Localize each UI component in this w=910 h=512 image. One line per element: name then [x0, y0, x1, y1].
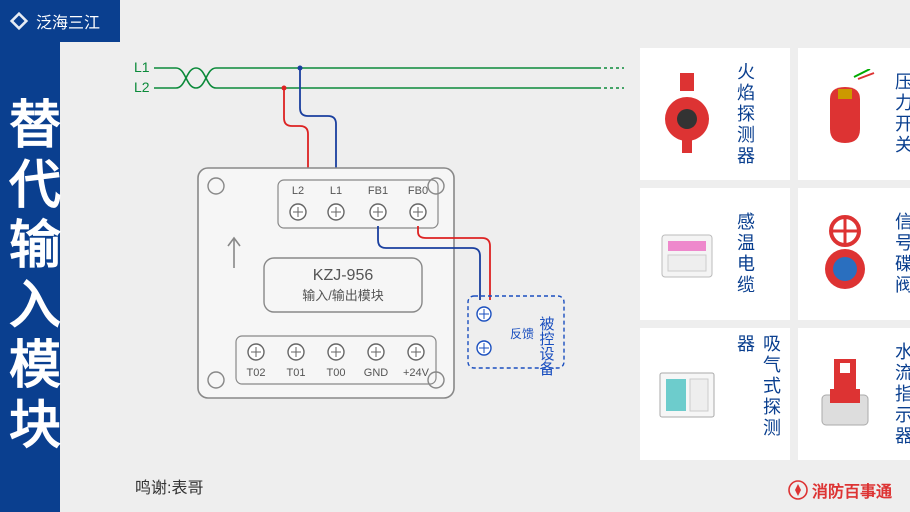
- svg-text:T00: T00: [327, 367, 346, 379]
- wiring-diagram: L1 L2 L2 L1 FB1 FB0 KZJ-956 输入/输出模块: [68, 48, 638, 488]
- bottom-right-logo: 消防百事通: [788, 478, 892, 502]
- controlled-label: 被控设备: [538, 316, 555, 376]
- brand-bar: 泛海三江: [0, 0, 120, 42]
- svg-text:GND: GND: [364, 367, 389, 379]
- device-label: 感温电缆: [732, 212, 758, 296]
- device-label: 吸气式探测器: [732, 334, 784, 454]
- feedback-label: 反馈: [510, 327, 534, 341]
- module-subtitle: 输入/输出模块: [302, 288, 384, 303]
- svg-text:FB1: FB1: [368, 185, 388, 197]
- device-thumb-pressure: [804, 58, 886, 170]
- fire-org-icon: [788, 480, 808, 500]
- device-card: 信号碟阀: [798, 188, 910, 320]
- device-label: 压力开关: [890, 72, 910, 156]
- device-thumb-cable: [646, 198, 728, 310]
- device-card: 吸气式探测器: [640, 328, 790, 460]
- device-label: 火焰探测器: [732, 62, 758, 167]
- device-label: 水流指示器: [890, 342, 910, 447]
- svg-text:L1: L1: [330, 185, 342, 197]
- credit-text: 鸣谢:表哥: [135, 474, 203, 498]
- device-thumb-aspirate: [646, 338, 728, 450]
- bus-label-l2: L2: [134, 79, 150, 95]
- vertical-title: 替代输入模块: [0, 42, 60, 512]
- device-thumb-flow: [804, 338, 886, 450]
- brand-logo-icon: [8, 10, 30, 32]
- svg-text:+24V: +24V: [403, 367, 430, 379]
- bus-label-l1: L1: [134, 59, 150, 75]
- svg-text:T01: T01: [287, 367, 306, 379]
- module-model: KZJ-956: [313, 267, 374, 284]
- device-card: 压力开关: [798, 48, 910, 180]
- device-card: 感温电缆: [640, 188, 790, 320]
- device-gallery: 火焰探测器 压力开关 感温电缆 信号碟阀 吸气式探测器 水流指示器: [640, 48, 902, 460]
- brand-name: 泛海三江: [36, 9, 100, 33]
- device-thumb-flame: [646, 58, 728, 170]
- svg-text:L2: L2: [292, 185, 304, 197]
- svg-text:FB0: FB0: [408, 185, 428, 197]
- device-card: 水流指示器: [798, 328, 910, 460]
- device-card: 火焰探测器: [640, 48, 790, 180]
- svg-text:T02: T02: [247, 367, 266, 379]
- device-label: 信号碟阀: [890, 212, 910, 296]
- device-thumb-valve: [804, 198, 886, 310]
- bottom-right-text: 消防百事通: [812, 478, 892, 502]
